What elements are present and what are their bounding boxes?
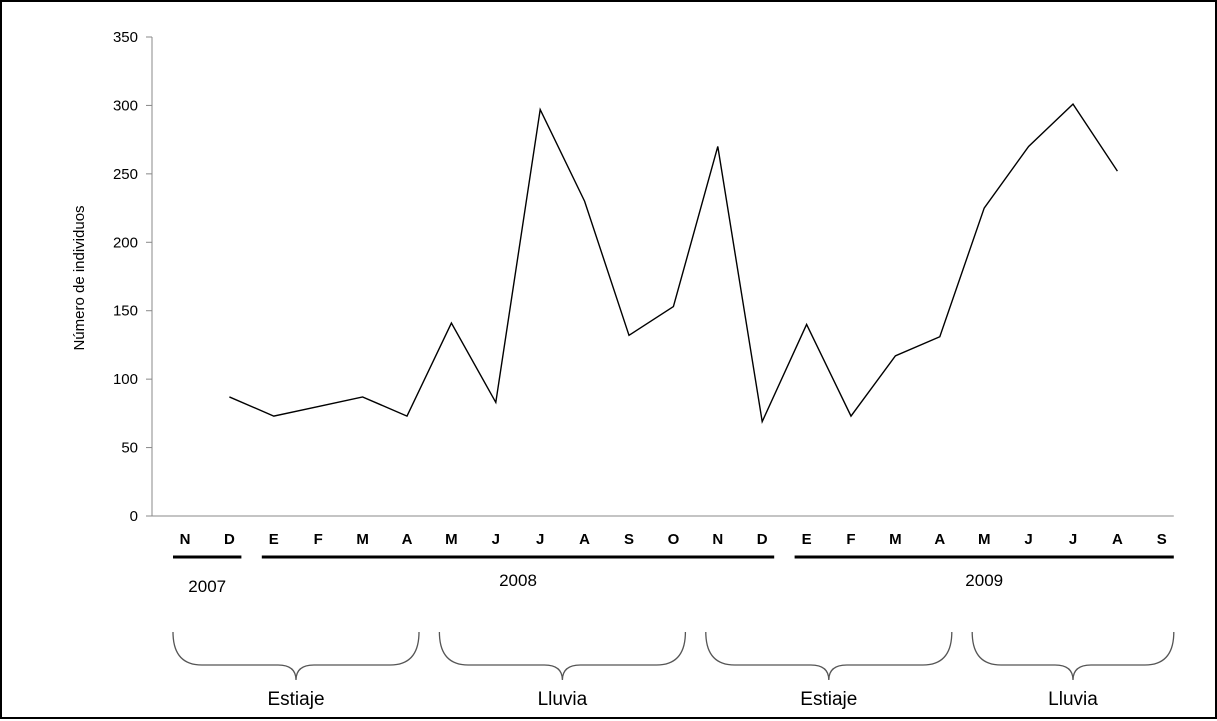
data-point xyxy=(271,413,277,419)
x-tick-label: N xyxy=(712,531,723,548)
x-tick-label: A xyxy=(579,531,590,548)
season-label: Lluvia xyxy=(1048,689,1098,710)
x-tick-label: N xyxy=(180,531,191,548)
x-tick-label: F xyxy=(314,531,323,548)
x-tick-label: F xyxy=(846,531,855,548)
data-point xyxy=(1070,101,1076,107)
x-tick-label: A xyxy=(934,531,945,548)
data-point xyxy=(626,332,632,338)
x-tick-label: M xyxy=(445,531,458,548)
x-tick-label: M xyxy=(356,531,369,548)
data-point xyxy=(937,334,943,340)
year-bands: 2007 2008 2009 xyxy=(173,555,1174,596)
season-label: Estiaje xyxy=(800,689,857,710)
x-tick-label: S xyxy=(624,531,634,548)
season-brace xyxy=(172,631,420,681)
season-label: Lluvia xyxy=(538,689,588,710)
x-tick-label: A xyxy=(1112,531,1123,548)
series-layer xyxy=(226,101,1120,425)
data-point xyxy=(1114,168,1120,174)
x-tick-label: S xyxy=(1157,531,1167,548)
data-point xyxy=(360,394,366,400)
data-point xyxy=(493,399,499,405)
data-point xyxy=(670,304,676,310)
year-label: 2008 xyxy=(499,571,537,590)
series-line xyxy=(229,102,1118,424)
data-point xyxy=(759,419,765,425)
data-point xyxy=(226,394,232,400)
x-tick-label: E xyxy=(269,531,279,548)
season-brace xyxy=(438,631,687,681)
x-tick-label: J xyxy=(1069,531,1077,548)
x-tick-label: D xyxy=(224,531,235,548)
data-point xyxy=(848,413,854,419)
data-point xyxy=(892,353,898,359)
y-tick-label: 200 xyxy=(113,234,138,251)
y-axis-label: Número de individuos xyxy=(71,205,88,350)
data-point xyxy=(804,321,810,327)
y-tick-label: 100 xyxy=(113,371,138,388)
data-point xyxy=(582,198,588,204)
data-point xyxy=(537,107,543,113)
x-tick-label: O xyxy=(668,531,680,548)
data-point xyxy=(448,320,454,326)
year-label: 2007 xyxy=(188,577,226,596)
y-tick-label: 0 xyxy=(130,508,138,525)
data-point xyxy=(1026,143,1032,149)
data-point xyxy=(715,143,721,149)
y-tick-label: 350 xyxy=(113,29,138,46)
x-tick-label: M xyxy=(889,531,902,548)
y-tick-label: 150 xyxy=(113,303,138,320)
x-tick-label: E xyxy=(802,531,812,548)
data-point xyxy=(404,413,410,419)
y-tick-label: 300 xyxy=(113,97,138,114)
season-braces: Estiaje Lluvia Estiaje Lluvia xyxy=(172,631,1175,710)
y-tick-label: 50 xyxy=(121,440,138,457)
axes xyxy=(151,37,1174,517)
data-point xyxy=(981,205,987,211)
x-tick-label: D xyxy=(757,531,768,548)
year-label: 2009 xyxy=(965,571,1003,590)
x-tick-label: M xyxy=(978,531,991,548)
season-brace xyxy=(705,631,953,681)
season-brace xyxy=(971,631,1175,681)
x-tick-label: J xyxy=(492,531,500,548)
data-point xyxy=(315,404,321,410)
x-tick-label: J xyxy=(1024,531,1032,548)
y-tick-label: 250 xyxy=(113,166,138,183)
y-ticks: 0 50 100 150 200 250 300 350 xyxy=(113,29,152,525)
x-tick-label: A xyxy=(402,531,413,548)
x-tick-label: J xyxy=(536,531,544,548)
season-label: Estiaje xyxy=(267,689,324,710)
